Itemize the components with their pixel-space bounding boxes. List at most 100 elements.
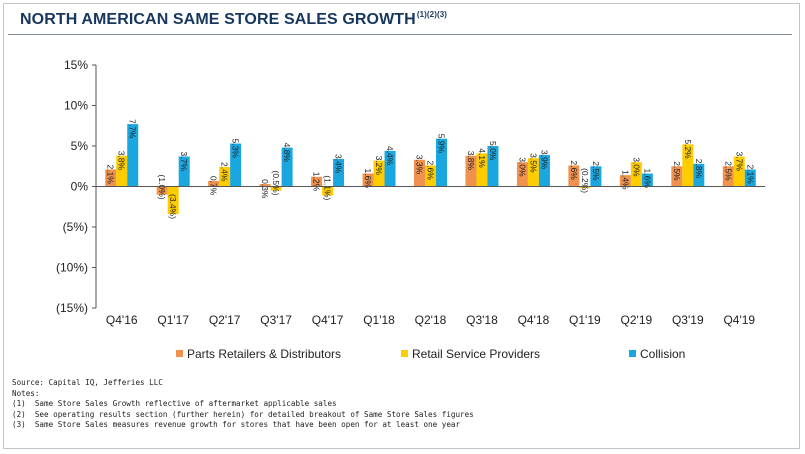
bar (744, 169, 756, 187)
x-tick-label: Q2'19 (621, 313, 653, 327)
x-tick-label: Q3'18 (466, 313, 498, 327)
data-label: 3.7% (734, 152, 744, 172)
bar (619, 175, 631, 187)
bar (733, 156, 745, 187)
bar (178, 156, 190, 187)
data-label: 1.2% (312, 172, 322, 192)
bar (630, 162, 642, 187)
note-1: (1) Same Store Sales Growth reflective o… (12, 399, 337, 408)
bar (230, 143, 242, 187)
chart-legend: Parts Retailers & Distributors Retail Se… (0, 347, 805, 363)
data-label: 2.5% (591, 161, 601, 181)
y-tick-label: (15%) (56, 301, 88, 315)
data-label: 7.7% (128, 119, 138, 139)
legend-swatch-retail-service (401, 350, 408, 357)
bar (270, 186, 282, 191)
data-label: 4.8% (282, 143, 292, 163)
data-label: 2.6% (426, 160, 436, 180)
bar (465, 155, 477, 187)
bar (322, 186, 334, 196)
bar (219, 167, 231, 187)
title-divider (8, 34, 792, 35)
data-label: 0.3% (260, 179, 270, 199)
data-label: 3.2% (374, 156, 384, 176)
legend-swatch-collision (629, 350, 636, 357)
data-label: (3.4%) (168, 194, 178, 219)
data-label: 3.0% (517, 157, 527, 177)
legend-label-collision: Collision (640, 347, 686, 361)
data-label: (1.0%) (157, 175, 167, 200)
bar (487, 146, 499, 187)
x-tick-label: Q4'16 (106, 313, 138, 327)
data-label: 2.1% (745, 164, 755, 184)
bar (436, 138, 447, 187)
bar (311, 176, 323, 187)
legend-item-parts-retailers: Parts Retailers & Distributors (176, 347, 341, 361)
data-label: 4.1% (477, 148, 487, 168)
data-label: 2.5% (723, 161, 733, 181)
bar (208, 180, 220, 187)
x-tick-label: Q2'18 (415, 313, 447, 327)
bar (362, 173, 374, 187)
x-tick-label: Q4'19 (723, 313, 755, 327)
data-label: 3.3% (415, 155, 425, 175)
x-tick-label: Q1'18 (363, 313, 395, 327)
data-label: 5.0% (488, 141, 498, 161)
note-2: (2) See operating results section (furth… (12, 409, 474, 419)
y-tick-label: 5% (71, 139, 89, 153)
data-label: (1.1%) (323, 175, 333, 200)
data-label: 3.8% (466, 151, 476, 171)
data-label: 3.0% (631, 157, 641, 177)
data-label: 5.9% (437, 134, 447, 154)
x-tick-label: Q4'18 (518, 313, 550, 327)
bar (384, 150, 396, 187)
bar (333, 158, 345, 187)
data-label: 2.6% (569, 160, 579, 180)
bar (671, 166, 683, 187)
data-label: 0.7% (209, 176, 219, 196)
data-label: 3.4% (334, 154, 344, 174)
legend-label-retail-service: Retail Service Providers (412, 347, 541, 361)
note-3: (3) Same Store Sales measures revenue gr… (12, 420, 461, 429)
notes-heading: Notes: (12, 388, 40, 398)
data-label: (0.2%) (580, 168, 590, 193)
y-tick-label: 0% (71, 180, 89, 194)
data-label: 1.4% (620, 170, 630, 190)
bar (281, 147, 293, 187)
y-tick-label: 15% (64, 58, 88, 72)
chart-title-text: NORTH AMERICAN SAME STORE SALES GROWTH (20, 11, 416, 28)
data-label: 5.3% (231, 139, 241, 159)
x-tick-label: Q1'19 (569, 313, 601, 327)
bar (693, 163, 705, 187)
bar (682, 144, 694, 187)
bar (127, 124, 139, 187)
data-label: 3.8% (117, 151, 127, 171)
bar (167, 186, 179, 215)
bar (156, 186, 168, 195)
bar (516, 162, 528, 187)
bar (476, 153, 488, 187)
data-label: 2.8% (694, 159, 704, 179)
bar (425, 165, 436, 187)
x-tick-label: Q1'17 (157, 313, 189, 327)
x-tick-label: Q4'17 (312, 313, 344, 327)
bar (590, 166, 602, 187)
data-label: 2.1% (106, 164, 116, 184)
footnotes: Source: Capital IQ, Jefferies LLC Notes:… (12, 378, 474, 431)
bar (527, 158, 539, 187)
data-label: 3.9% (539, 150, 549, 170)
bar (641, 173, 653, 187)
x-tick-label: Q2'17 (209, 313, 241, 327)
bar (722, 166, 734, 187)
legend-swatch-parts-retailers (176, 350, 183, 357)
slide-frame (3, 3, 800, 449)
chart-title-footnote-refs: (1)(2)(3) (416, 10, 448, 19)
legend-item-retail-service: Retail Service Providers (401, 347, 540, 361)
y-tick-label: (10%) (56, 261, 88, 275)
bar (579, 186, 591, 189)
y-tick-label: 10% (64, 99, 88, 113)
x-tick-label: Q3'17 (260, 313, 292, 327)
y-tick-label: (5%) (63, 220, 88, 234)
data-label: 4.4% (385, 146, 395, 166)
